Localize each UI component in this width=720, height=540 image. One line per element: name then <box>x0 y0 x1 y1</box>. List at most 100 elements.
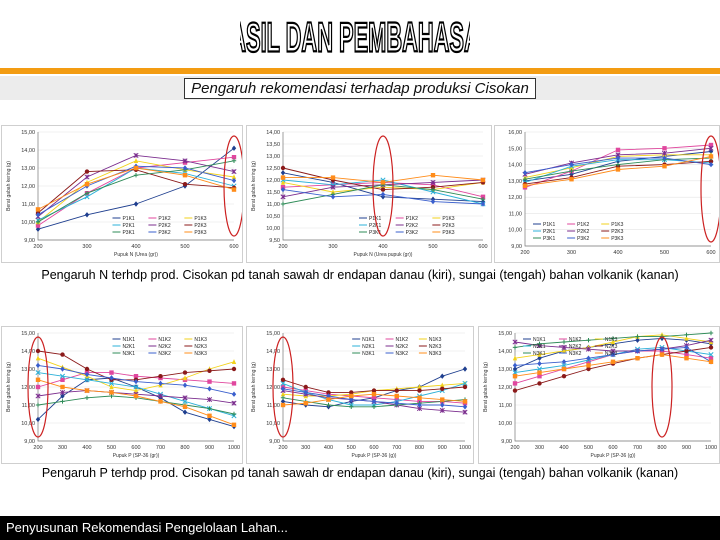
data-point <box>35 370 41 376</box>
data-point <box>207 406 212 411</box>
data-point <box>231 366 237 372</box>
data-point <box>610 351 616 358</box>
data-point <box>35 348 41 354</box>
y-tick-label: 15,00 <box>266 331 280 337</box>
y-tick-label: 12,00 <box>21 184 35 190</box>
data-point <box>708 337 714 343</box>
data-point <box>35 223 41 228</box>
y-tick-label: 10,00 <box>21 421 35 427</box>
y-tick-label: 9,00 <box>501 439 512 445</box>
data-point <box>586 355 591 361</box>
x-tick-label: 600 <box>229 244 238 250</box>
x-axis-label: Pupuk P (SP-36 (gr)) <box>113 453 160 459</box>
data-point <box>417 402 422 408</box>
data-point <box>371 404 377 409</box>
y-tick-label: 15,00 <box>21 331 35 337</box>
data-point <box>480 197 486 202</box>
x-tick-label: 500 <box>584 445 593 451</box>
data-point <box>512 345 518 350</box>
chart-row-p: 9,00 10,00 11,00 12,00 13,00 14,00 15,00 200 300… <box>0 326 720 464</box>
data-point <box>610 359 616 364</box>
data-point <box>615 158 621 165</box>
data-point <box>439 407 445 413</box>
series-p3k3 <box>522 154 714 188</box>
data-point <box>330 179 336 186</box>
data-point <box>231 400 237 406</box>
data-point <box>133 387 139 393</box>
data-point <box>462 399 468 404</box>
data-point <box>84 182 90 187</box>
y-tick-label: 9,50 <box>269 238 280 244</box>
data-point <box>84 169 90 174</box>
data-point <box>231 381 237 386</box>
data-point <box>537 341 542 346</box>
data-point <box>35 416 41 423</box>
x-tick-label: 300 <box>58 445 67 451</box>
data-point <box>60 366 65 372</box>
data-point <box>231 169 237 175</box>
data-point <box>303 389 308 396</box>
series-n3k3 <box>35 377 237 427</box>
data-point <box>207 386 212 392</box>
legend-entry: N1K2 <box>396 337 409 343</box>
data-point <box>330 194 336 200</box>
data-point <box>133 201 139 207</box>
legend-entry: N1K1 <box>362 337 375 343</box>
x-tick-label: 200 <box>33 445 42 451</box>
data-point <box>417 384 422 390</box>
data-point <box>231 422 237 427</box>
y-tick-label: 11,50 <box>267 190 280 196</box>
data-point <box>35 393 41 399</box>
data-point <box>280 395 286 400</box>
legend-entry: N3K2 <box>569 351 582 357</box>
legend-entry: P2K2 <box>406 223 418 229</box>
x-tick-label: 700 <box>156 445 165 451</box>
y-tick-label: 15,00 <box>21 130 35 136</box>
accent-bar <box>0 68 720 74</box>
x-axis-label: Pupuk P (SP-36 (g)) <box>352 453 397 459</box>
data-point <box>303 401 308 406</box>
subtitle-text: Pengaruh rekomendasi terhadap produksi C… <box>184 77 536 99</box>
data-point <box>133 384 139 390</box>
legend-entry: P3K3 <box>194 230 206 236</box>
y-tick-label: 14,00 <box>21 349 35 355</box>
data-point <box>561 359 567 365</box>
data-point <box>84 212 90 218</box>
data-point <box>659 352 665 357</box>
data-point <box>380 180 386 185</box>
y-tick-label: 10,00 <box>266 226 280 232</box>
chart-svg: 9,00 10,00 11,00 12,00 13,00 14,00 15,00 200 300… <box>6 130 242 258</box>
data-point <box>182 165 188 171</box>
data-point <box>182 375 188 381</box>
data-point <box>231 411 237 417</box>
data-point <box>231 145 237 151</box>
data-point <box>522 177 528 182</box>
x-tick-label: 800 <box>415 445 424 451</box>
data-point <box>231 177 237 184</box>
series-p3k1 <box>35 158 237 225</box>
legend-entry: P3K2 <box>406 230 418 236</box>
data-point <box>430 179 436 185</box>
legend-entry: P1K1 <box>122 216 134 222</box>
data-point <box>158 374 163 379</box>
y-tick-label: 14,00 <box>266 130 280 136</box>
data-point <box>109 370 114 375</box>
highlight-ellipse <box>372 135 394 237</box>
y-tick-label: 15,00 <box>498 331 512 337</box>
data-point <box>440 386 445 391</box>
x-tick-label: 200 <box>278 445 287 451</box>
data-point <box>59 389 66 395</box>
y-tick-label: 16,00 <box>508 130 522 136</box>
y-tick-label: 15,00 <box>508 146 522 152</box>
legend-entry: N2K3 <box>194 344 207 350</box>
data-point <box>231 155 237 160</box>
data-point <box>561 374 567 379</box>
data-point <box>35 212 41 218</box>
data-point <box>158 380 163 387</box>
data-point <box>462 404 468 410</box>
data-point <box>35 226 41 232</box>
legend-entry: N1K2 <box>158 337 171 343</box>
data-point <box>512 374 518 379</box>
data-point <box>280 391 286 397</box>
